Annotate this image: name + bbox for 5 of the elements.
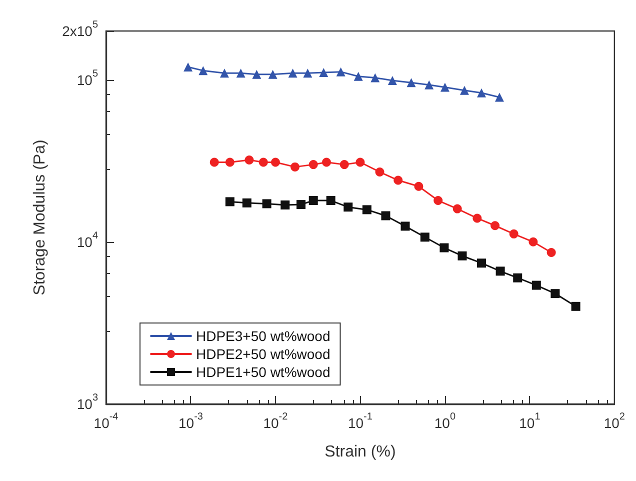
x-axis-title: Strain (%) bbox=[324, 444, 396, 460]
legend-label: HDPE1+50 wt%wood bbox=[196, 364, 330, 380]
y-axis-title: Storage Modulus (Pa) bbox=[32, 140, 48, 296]
legend-label: HDPE3+50 wt%wood bbox=[196, 328, 330, 344]
legend-label: HDPE2+50 wt%wood bbox=[196, 346, 330, 362]
